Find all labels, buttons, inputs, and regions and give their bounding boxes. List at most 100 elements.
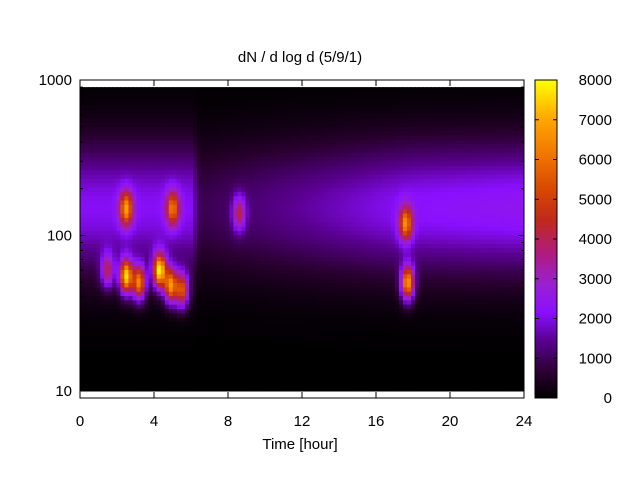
heat-cell xyxy=(273,356,279,362)
heat-cell xyxy=(289,252,295,257)
heat-cell xyxy=(193,91,198,97)
heat-cell xyxy=(269,126,275,132)
heat-cell xyxy=(261,373,267,379)
heat-cell xyxy=(229,265,234,270)
heat-cell xyxy=(213,360,218,366)
heat-cell xyxy=(160,356,166,362)
heat-cell xyxy=(366,343,372,349)
heat-cell xyxy=(128,152,134,158)
heat-cell xyxy=(92,351,97,357)
heat-cell xyxy=(293,369,299,375)
heat-cell xyxy=(112,191,117,197)
heat-cell xyxy=(193,377,198,383)
heat-cell xyxy=(297,217,303,223)
heat-cell xyxy=(362,373,368,379)
heat-cell xyxy=(318,221,323,227)
heat-cell xyxy=(261,286,267,292)
heat-cell xyxy=(277,217,283,223)
heat-cell xyxy=(213,95,218,101)
heat-cell xyxy=(285,126,291,132)
heat-cell xyxy=(297,104,303,110)
heat-cell xyxy=(176,230,182,236)
heat-cell xyxy=(334,156,339,162)
heat-cell xyxy=(257,121,263,127)
heat-cell xyxy=(108,347,113,353)
heat-cell xyxy=(237,265,243,270)
heat-cell xyxy=(253,104,259,110)
heat-cell xyxy=(225,186,230,192)
heat-cell xyxy=(172,221,178,227)
heat-cell xyxy=(168,199,174,205)
heat-cell xyxy=(152,282,158,288)
heat-cell xyxy=(334,178,339,184)
heat-cell xyxy=(225,234,230,240)
heat-cell xyxy=(160,104,166,110)
heat-cell xyxy=(322,347,327,353)
heat-cell xyxy=(318,256,323,262)
heat-cell xyxy=(322,269,327,275)
heat-cell xyxy=(322,100,327,106)
heat-cell xyxy=(116,204,121,210)
heat-cell xyxy=(289,373,295,379)
heat-cell xyxy=(249,191,255,197)
heat-cell xyxy=(172,217,178,223)
heat-cell xyxy=(136,139,142,145)
heat-cell xyxy=(168,212,174,218)
heat-cell xyxy=(358,325,364,331)
heat-cell xyxy=(306,160,311,166)
heat-cell xyxy=(120,182,125,188)
heat-cell xyxy=(168,347,174,353)
heat-cell xyxy=(193,121,198,127)
heat-cell xyxy=(193,104,198,110)
heat-cell xyxy=(269,217,275,223)
heat-cell xyxy=(197,295,202,301)
heat-cell xyxy=(326,156,331,162)
heat-cell xyxy=(120,156,125,162)
heat-cell xyxy=(164,334,170,340)
heat-cell xyxy=(88,139,93,145)
heat-cell xyxy=(217,273,222,279)
heat-cell xyxy=(342,113,347,119)
heat-cell xyxy=(330,295,335,301)
heat-cell xyxy=(124,321,130,327)
heat-cell xyxy=(156,95,162,101)
heat-cell xyxy=(310,126,315,132)
heat-cell xyxy=(96,191,101,197)
heat-cell xyxy=(148,273,154,279)
heat-cell xyxy=(362,108,368,114)
heat-cell xyxy=(168,334,174,340)
heat-cell xyxy=(172,382,178,388)
heat-cell xyxy=(261,108,267,114)
heat-cell xyxy=(253,330,259,336)
heat-cell xyxy=(237,343,243,349)
heat-cell xyxy=(342,199,347,205)
heat-cell xyxy=(116,317,121,323)
heat-cell xyxy=(144,308,150,314)
heat-cell xyxy=(306,382,311,388)
heat-cell xyxy=(318,351,323,357)
heat-cell xyxy=(302,295,307,301)
heat-cell xyxy=(358,343,364,349)
heat-cell xyxy=(322,273,327,279)
heat-cell xyxy=(221,117,226,123)
heat-cell xyxy=(273,321,279,327)
heat-cell xyxy=(221,304,226,310)
heat-cell xyxy=(124,165,130,171)
heat-cell xyxy=(233,321,239,327)
heat-cell xyxy=(249,221,255,227)
heat-cell xyxy=(265,299,271,305)
heat-cell xyxy=(265,373,271,379)
heat-cell xyxy=(184,130,190,136)
heat-cell xyxy=(100,364,105,370)
heat-cell xyxy=(80,108,85,114)
heat-cell xyxy=(176,282,182,288)
heat-cell xyxy=(225,338,230,344)
heat-cell xyxy=(108,191,113,197)
heat-cell xyxy=(257,382,263,388)
heat-cell xyxy=(225,382,230,388)
heat-cell xyxy=(342,225,347,231)
heat-cell xyxy=(136,91,142,97)
heat-cell xyxy=(136,330,142,336)
heat-cell xyxy=(297,156,303,162)
heat-cell xyxy=(197,143,202,149)
